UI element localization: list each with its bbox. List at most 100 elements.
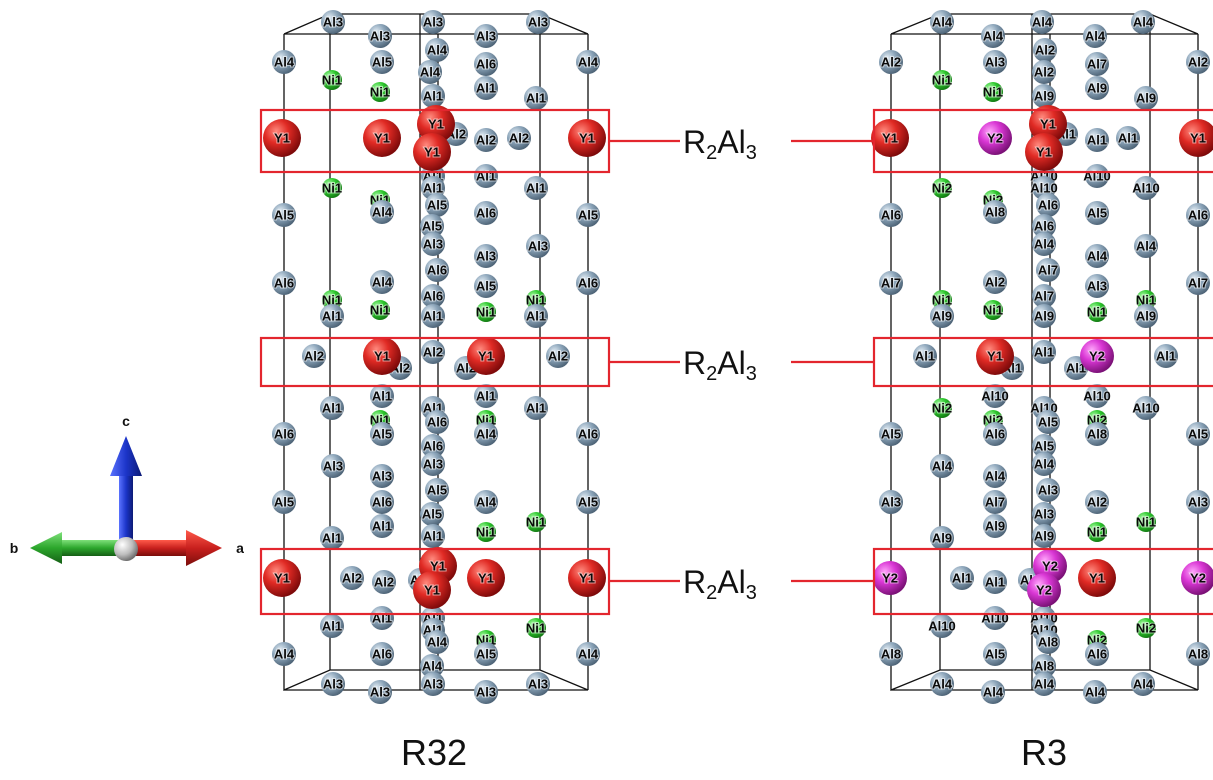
atom-al3: Al3	[526, 672, 550, 696]
atom-label: Al6	[985, 427, 1005, 442]
atom-label: Al8	[881, 647, 901, 662]
atom-label: Al5	[1188, 427, 1208, 442]
atom-ni2: Ni2	[1135, 618, 1157, 638]
atom-sphere	[1080, 339, 1114, 373]
atom-label: Al5	[372, 427, 392, 442]
atom-label: Al8	[1034, 659, 1054, 674]
atom-label: Al4	[1032, 15, 1053, 30]
atom-label: Al3	[423, 457, 443, 472]
atom-label: Al9	[1136, 309, 1156, 324]
atom-label: Al8	[985, 205, 1005, 220]
atom-al1: Al1	[421, 84, 445, 108]
atom-al4: Al4	[418, 60, 442, 84]
atom-label: Al1	[1087, 133, 1107, 148]
atom-sphere	[413, 133, 451, 171]
atom-sphere	[1085, 164, 1109, 188]
atom-y1: Y1	[976, 337, 1014, 375]
atom-sphere	[983, 606, 1007, 630]
atom-sphere	[526, 234, 550, 258]
atom-al5: Al5	[1032, 434, 1056, 458]
atom-sphere	[1131, 672, 1155, 696]
atom-al9: Al9	[1032, 304, 1056, 328]
atom-label: Al7	[985, 495, 1005, 510]
atom-al6: Al6	[474, 201, 498, 225]
atom-sphere	[1154, 344, 1178, 368]
atom-ni1: Ni1	[475, 302, 497, 322]
atom-label: Al6	[1188, 208, 1208, 223]
atom-label: Al2	[1035, 43, 1055, 58]
atom-al4: Al4	[272, 642, 296, 666]
atom-sphere	[1116, 126, 1140, 150]
atom-sphere	[1186, 642, 1210, 666]
atom-sphere	[983, 514, 1007, 538]
atom-sphere	[321, 10, 345, 34]
atom-label: Al10	[981, 389, 1008, 404]
atom-ni2: Ni2	[931, 398, 953, 418]
atom-sphere	[370, 270, 394, 294]
atom-al3: Al3	[526, 10, 550, 34]
atom-al2: Al2	[1032, 60, 1056, 84]
atom-al8: Al8	[1032, 654, 1056, 678]
atom-label: Ni1	[370, 85, 390, 100]
atom-sphere	[1083, 680, 1107, 704]
atom-label: Al4	[427, 635, 448, 650]
atom-sphere	[1134, 304, 1158, 328]
atom-sphere	[474, 384, 498, 408]
atom-label: Al9	[1087, 81, 1107, 96]
atom-label: Al1	[952, 571, 972, 586]
atom-label: Ni1	[983, 85, 1003, 100]
atom-label: Al4	[274, 55, 295, 70]
atom-sphere	[576, 422, 600, 446]
atom-y1: Y1	[363, 337, 401, 375]
atom-al1: Al1	[474, 384, 498, 408]
atom-al2: Al2	[507, 126, 531, 150]
atom-sphere	[1134, 86, 1158, 110]
structure-title-r3: R3	[1021, 732, 1067, 773]
atom-sphere	[1087, 522, 1107, 542]
atom-sphere	[983, 50, 1007, 74]
atom-label: Al5	[476, 279, 496, 294]
atom-al8: Al8	[879, 642, 903, 666]
atom-label: Al4	[983, 685, 1004, 700]
atom-al3: Al3	[321, 454, 345, 478]
atom-sphere	[1186, 50, 1210, 74]
atom-al1: Al1	[983, 570, 1007, 594]
atom-sphere	[976, 337, 1014, 375]
atom-label: Al8	[1188, 647, 1208, 662]
atom-label: Al9	[1034, 529, 1054, 544]
atom-al3: Al3	[321, 10, 345, 34]
atom-al4: Al4	[981, 680, 1005, 704]
atom-al1: Al1	[524, 396, 548, 420]
atom-label: Al10	[1083, 169, 1110, 184]
atom-label: Y1	[1036, 145, 1052, 160]
atom-sphere	[370, 82, 390, 102]
atom-label: Al1	[1066, 361, 1086, 376]
atom-al2: Al2	[546, 344, 570, 368]
atom-sphere	[1030, 10, 1054, 34]
atom-sphere	[1085, 490, 1109, 514]
atom-ni1: Ni1	[525, 290, 547, 310]
axis-b-shaft	[49, 540, 125, 556]
atom-al6: Al6	[474, 52, 498, 76]
atom-label: Al1	[526, 91, 546, 106]
atom-sphere	[263, 559, 301, 597]
atom-al4: Al4	[1134, 234, 1158, 258]
atom-sphere	[981, 680, 1005, 704]
atom-sphere	[467, 559, 505, 597]
atom-sphere	[568, 559, 606, 597]
atom-ni1: Ni1	[475, 522, 497, 542]
atom-label: Al4	[1087, 249, 1108, 264]
atom-ni1: Ni1	[369, 300, 391, 320]
atom-al3: Al3	[474, 244, 498, 268]
atom-al4: Al4	[1032, 232, 1056, 256]
atom-al6: Al6	[983, 422, 1007, 446]
atom-sphere	[420, 214, 444, 238]
atom-al6: Al6	[421, 434, 445, 458]
atom-ni1: Ni1	[931, 290, 953, 310]
atom-sphere	[1179, 119, 1213, 157]
atom-sphere	[983, 570, 1007, 594]
atom-sphere	[1032, 434, 1056, 458]
atom-y1: Y1	[263, 559, 301, 597]
atom-y2: Y2	[1027, 573, 1061, 607]
atom-label: Al3	[476, 29, 496, 44]
